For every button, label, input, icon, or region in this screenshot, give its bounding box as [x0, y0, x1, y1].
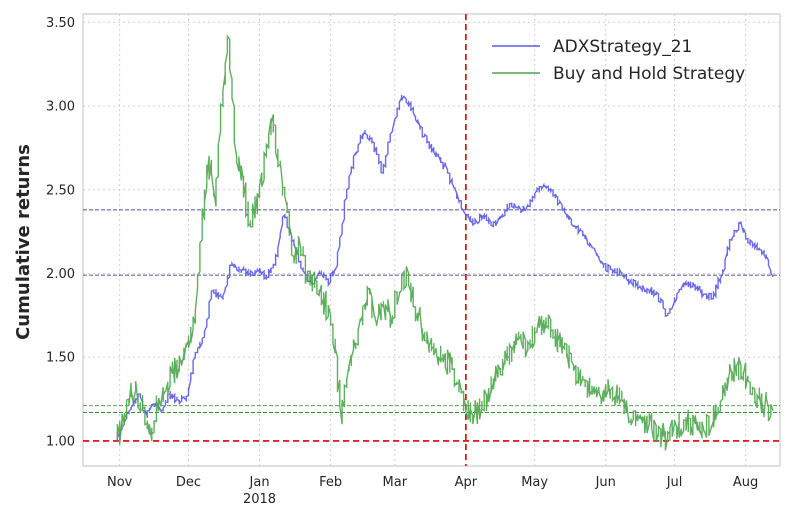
x-tick-label: Dec	[176, 475, 201, 490]
legend: ADXStrategy_21 Buy and Hold Strategy	[492, 37, 745, 84]
series-layer	[116, 34, 774, 451]
x-tick-label: Apr	[455, 475, 478, 490]
x-tick-label: Jan	[249, 475, 270, 490]
x-tick-label: Mar	[383, 475, 408, 490]
y-tick-label: 3.00	[46, 100, 75, 115]
x-tick-label: Jul	[666, 475, 683, 490]
y-tick-label: 1.00	[46, 434, 75, 449]
y-axis-label: Cumulative returns	[13, 144, 34, 340]
reference-lines	[83, 14, 780, 466]
x-tick-label: Nov	[107, 475, 133, 490]
y-axis-ticks: 1.00 1.50 2.00 2.50 3.00 3.50	[46, 16, 75, 450]
x-tick-label: May	[521, 475, 548, 490]
y-tick-label: 2.50	[46, 183, 75, 198]
x-tick-label: Feb	[319, 475, 342, 490]
y-tick-label: 2.00	[46, 267, 75, 282]
x-tick-year-label: 2018	[243, 492, 276, 507]
legend-label: ADXStrategy_21	[553, 37, 692, 57]
legend-label: Buy and Hold Strategy	[553, 64, 745, 84]
x-axis-ticks: Nov Dec Jan 2018 Feb Mar Apr May Jun Jul Aug	[107, 475, 758, 507]
x-tick-label: Jun	[595, 475, 616, 490]
series-line	[116, 34, 774, 451]
y-tick-label: 3.50	[46, 16, 75, 31]
x-tick-label: Aug	[733, 475, 758, 490]
series-line	[116, 94, 774, 441]
y-tick-label: 1.50	[46, 351, 75, 366]
plot-area	[82, 13, 781, 467]
